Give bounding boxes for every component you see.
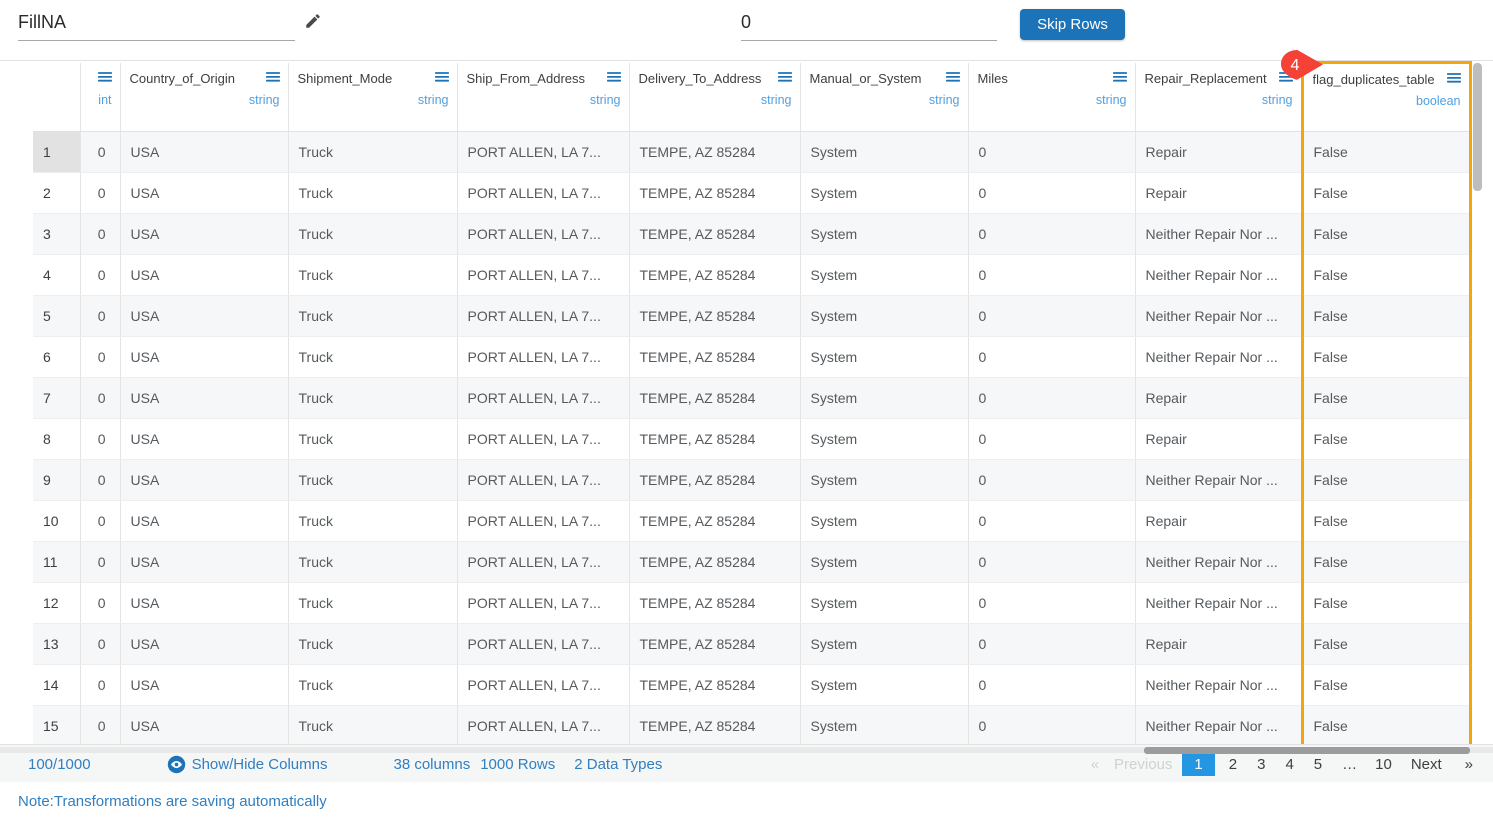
svg-text:4: 4 xyxy=(1291,57,1300,74)
